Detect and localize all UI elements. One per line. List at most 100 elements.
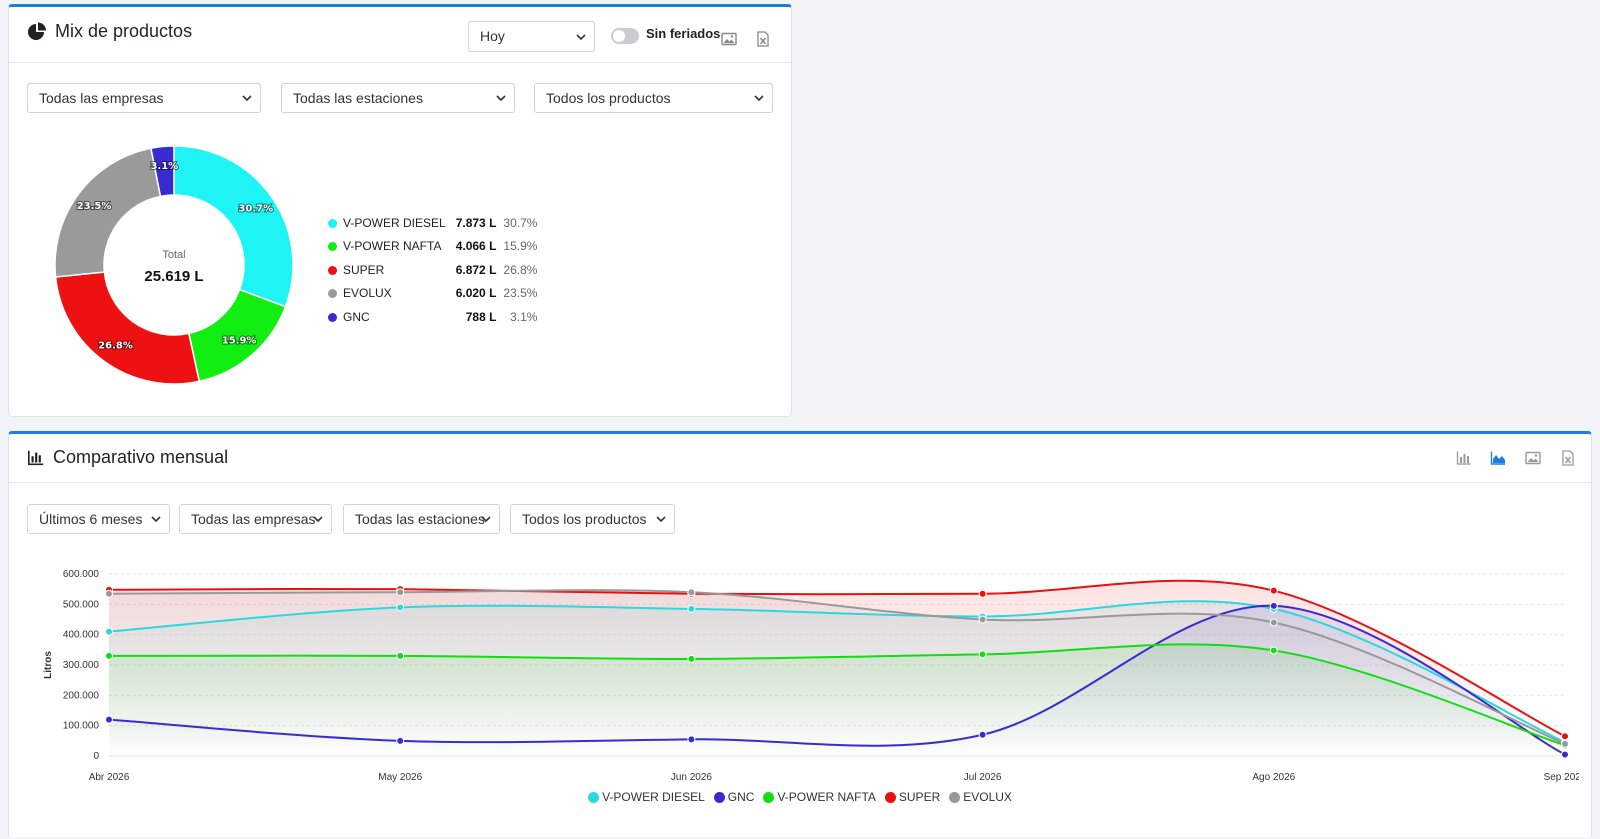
excel-icon[interactable]: [755, 31, 771, 47]
chevron-down-icon: [151, 516, 161, 523]
data-point[interactable]: [105, 715, 113, 724]
series-legend-item[interactable]: EVOLUX: [949, 790, 1012, 804]
data-point[interactable]: [687, 654, 696, 663]
mix-stations-select[interactable]: Todas las estaciones: [281, 83, 515, 113]
product-legend: V-POWER DIESEL 7.873 L 30.7% V-POWER NAFTA 4…: [328, 211, 537, 329]
donut-chart: 30.7% 15.9% 26.8% 23.5% 3.1% Total 25.619 L: [54, 145, 294, 385]
data-point[interactable]: [687, 588, 696, 597]
image-icon[interactable]: [1525, 450, 1541, 466]
legend-dot: [328, 218, 337, 228]
period-select[interactable]: Hoy: [468, 21, 595, 52]
image-icon[interactable]: [721, 31, 737, 47]
legend-value: 6.020 L: [455, 286, 497, 301]
x-tick-label: Ago 2026: [1252, 772, 1295, 783]
y-tick-label: 500.000: [63, 599, 100, 610]
chevron-down-icon: [313, 516, 323, 523]
cmp-products-value: Todos los productos: [522, 511, 647, 527]
mix-products-select[interactable]: Todos los productos: [534, 83, 773, 113]
series-legend-item[interactable]: V-POWER NAFTA: [763, 790, 876, 804]
legend-name-cell: SUPER: [328, 258, 456, 282]
donut-total-value: 25.619 L: [144, 268, 203, 285]
y-tick-label: 0: [93, 751, 99, 762]
chevron-down-icon: [576, 34, 586, 41]
monthly-comparison-chart: 600.000 500.000 400.000 300.000 200.000 100.0…: [43, 569, 1579, 783]
period-select-value: Hoy: [480, 28, 505, 44]
cmp-title-text: Comparativo mensual: [53, 447, 229, 467]
data-point[interactable]: [396, 736, 405, 745]
area-chart-icon[interactable]: [1490, 450, 1506, 466]
legend-value: 788 L: [465, 309, 497, 324]
legend-dot: [328, 289, 337, 299]
data-point[interactable]: [105, 589, 113, 598]
cmp-companies-select[interactable]: Todas las empresas: [179, 504, 332, 534]
legend-pct: 23.5%: [503, 286, 538, 301]
data-point[interactable]: [1269, 601, 1278, 610]
data-point[interactable]: [1269, 618, 1278, 627]
excel-icon[interactable]: [1560, 450, 1576, 466]
y-tick-label: 300.000: [63, 660, 100, 671]
series-legend-item[interactable]: V-POWER DIESEL: [588, 790, 705, 804]
data-point[interactable]: [978, 650, 987, 659]
data-point[interactable]: [687, 604, 696, 613]
legend-row[interactable]: GNC 788 L 3.1%: [328, 305, 537, 329]
data-point[interactable]: [105, 651, 113, 660]
data-point[interactable]: [687, 735, 696, 744]
donut-slice-label: 30.7%: [238, 203, 273, 214]
bar-chart-icon[interactable]: [1456, 450, 1472, 466]
legend-row[interactable]: SUPER 6.872 L 26.8%: [328, 258, 537, 282]
chevron-down-icon: [242, 95, 252, 102]
mix-title-text: Mix de productos: [55, 21, 193, 41]
cmp-companies-value: Todas las empresas: [191, 511, 316, 527]
donut-slice[interactable]: [173, 145, 294, 308]
series-legend-label: GNC: [727, 790, 755, 804]
data-point[interactable]: [105, 627, 113, 636]
series-legend-item[interactable]: SUPER: [884, 790, 941, 804]
mix-companies-select[interactable]: Todas las empresas: [27, 83, 261, 113]
legend-value: 7.873 L: [455, 215, 497, 230]
x-tick-label: Sep 2026: [1544, 772, 1579, 783]
data-point[interactable]: [1561, 750, 1569, 759]
legend-value: 6.872 L: [455, 262, 497, 277]
donut-slice[interactable]: [54, 147, 162, 278]
data-point[interactable]: [1269, 646, 1278, 655]
legend-name-cell: V-POWER NAFTA: [328, 235, 456, 259]
legend-name: SUPER: [343, 262, 385, 277]
series-area: [109, 590, 1565, 756]
data-point[interactable]: [1561, 739, 1569, 748]
chevron-down-icon: [754, 95, 764, 102]
legend-row[interactable]: V-POWER NAFTA 4.066 L 15.9%: [328, 235, 537, 259]
x-tick-label: May 2026: [378, 772, 422, 783]
series-legend-item[interactable]: GNC: [713, 790, 755, 804]
series-line: [108, 589, 1566, 745]
cmp-card-header: Comparativo mensual: [9, 434, 1591, 483]
series-legend-label: SUPER: [898, 790, 941, 804]
series-legend-label: V-POWER DIESEL: [602, 790, 705, 804]
donut-slice[interactable]: [150, 145, 175, 198]
cmp-products-select[interactable]: Todos los productos: [510, 504, 675, 534]
series-line: [108, 579, 1566, 738]
mix-card-header: Mix de productos Hoy Sin feriados: [9, 7, 791, 63]
legend-row[interactable]: EVOLUX 6.020 L 23.5%: [328, 282, 537, 306]
series-legend: V-POWER DIESEL GNC V-POWER NAFTA SUPER EVOLU…: [9, 790, 1591, 804]
legend-name-cell: GNC: [328, 305, 456, 329]
data-point[interactable]: [396, 651, 405, 660]
data-point[interactable]: [1561, 732, 1569, 741]
cmp-stations-select[interactable]: Todas las estaciones: [343, 504, 500, 534]
donut-slice[interactable]: [54, 271, 201, 385]
chevron-down-icon: [656, 516, 666, 523]
data-point[interactable]: [396, 588, 405, 597]
cmp-period-select[interactable]: Últimos 6 meses: [27, 504, 170, 534]
data-point[interactable]: [978, 589, 987, 598]
mix-card-title: Mix de productos: [27, 21, 192, 42]
legend-name: GNC: [343, 309, 370, 324]
legend-row[interactable]: V-POWER DIESEL 7.873 L 30.7%: [328, 211, 537, 235]
data-point[interactable]: [1269, 586, 1278, 595]
sin-feriados-toggle[interactable]: [611, 28, 639, 44]
data-point[interactable]: [978, 615, 987, 624]
mix-products-value: Todos los productos: [546, 90, 671, 106]
data-point[interactable]: [396, 603, 405, 612]
series-line: [108, 600, 1566, 744]
data-point[interactable]: [978, 730, 987, 739]
legend-name-cell: EVOLUX: [328, 282, 456, 306]
y-tick-label: 100.000: [63, 721, 100, 732]
